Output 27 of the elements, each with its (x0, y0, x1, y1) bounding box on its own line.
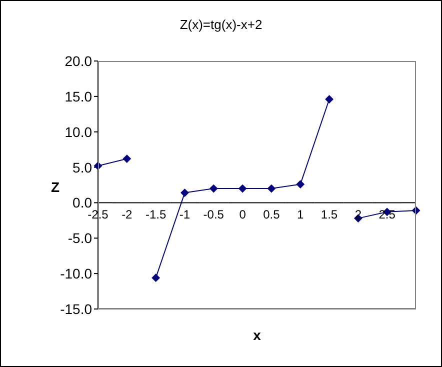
point (267, 184, 276, 193)
y-tick-label: 0.0 (72, 194, 92, 211)
point (296, 180, 304, 188)
point (180, 188, 189, 197)
chart-title: Z(x)=tg(x)-x+2 (178, 17, 264, 32)
point (152, 274, 160, 282)
point (325, 95, 334, 104)
y-axis-title: Z (51, 179, 60, 195)
point (238, 184, 247, 193)
y-tick-label: -15.0 (60, 300, 92, 317)
y-tick-label: -5.0 (68, 230, 92, 246)
x-tick-label: -0.5 (203, 208, 224, 222)
y-tick-label: 10.0 (64, 124, 92, 140)
y-tick-label: 5.0 (72, 159, 92, 176)
y-tick-label: -10.0 (60, 266, 92, 282)
y-tick-label: 20.0 (64, 52, 92, 69)
x-tick-label: 0 (239, 208, 246, 222)
x-tick-label: -2 (122, 208, 133, 222)
x-tick-label: -1 (179, 208, 190, 222)
x-tick-label: 1.5 (320, 208, 338, 222)
x-tick-label: 1 (297, 208, 304, 222)
y-tick-label: 15.0 (64, 88, 92, 104)
x-tick-label: -1.5 (145, 208, 166, 222)
point (210, 184, 218, 193)
point (122, 154, 131, 163)
x-tick-label: 0.5 (263, 208, 280, 222)
x-axis-title: x (252, 327, 262, 343)
